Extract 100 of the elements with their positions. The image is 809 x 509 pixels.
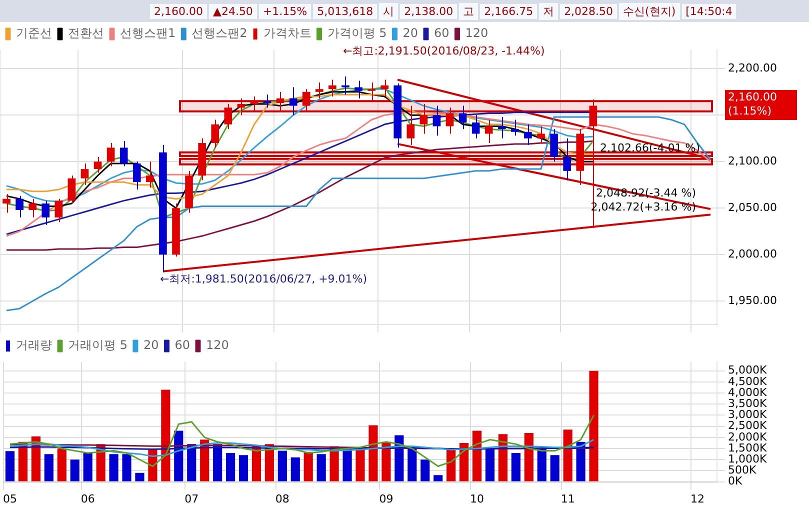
candlestick	[224, 103, 232, 130]
annotation: ←최저:1,981.50(2016/06/27, +9.01%)	[160, 272, 368, 286]
y-tick-label: 2,050.00	[728, 200, 777, 214]
bar	[356, 447, 365, 482]
candlestick	[550, 128, 558, 162]
y-tick-label: 1,500K	[728, 441, 768, 454]
legend-label: 가격이평 5	[327, 26, 387, 40]
bar	[122, 454, 132, 482]
bar	[485, 448, 495, 482]
candlestick	[250, 96, 258, 111]
text: 2,028.50	[560, 4, 618, 18]
text: 2,160.00	[154, 4, 203, 18]
y-tick-label: 3,000K	[728, 408, 768, 422]
y-tick-label: 2,100.00	[728, 154, 777, 168]
bar	[459, 442, 469, 482]
y-tick-label: 1,950.00	[728, 294, 777, 308]
x-tick-label: 07	[184, 492, 199, 506]
bar	[408, 446, 417, 482]
legend-label: 120	[206, 338, 229, 352]
candlestick	[368, 82, 376, 102]
bar	[83, 452, 92, 482]
y-tick-label: 3,500K	[728, 397, 768, 410]
bar	[304, 452, 313, 482]
text: [14:50:4	[682, 4, 736, 18]
text: 2,138.00	[400, 4, 458, 18]
candlestick	[537, 126, 545, 144]
candlestick	[263, 94, 272, 108]
legend-label: 60	[174, 338, 190, 352]
bar	[57, 448, 66, 482]
text: 2,160.00	[728, 90, 777, 104]
candlestick	[315, 82, 324, 99]
legend-label: 가격차트	[263, 26, 312, 40]
candlestick	[354, 80, 362, 99]
legend-label: 거래이평 5	[68, 338, 128, 352]
y-tick-label: 4,000K	[728, 386, 768, 399]
bar	[420, 460, 430, 482]
bar	[109, 454, 118, 482]
legend-label: 기준선	[16, 26, 52, 40]
bar	[511, 452, 520, 482]
bar	[537, 448, 546, 482]
annotation: ←최고:2,191.50(2016/08/23, -1.44%)	[343, 44, 545, 58]
text: 2,166.75	[480, 4, 538, 18]
bar	[472, 430, 482, 482]
y-tick-label: 0K	[728, 474, 743, 488]
legend-label: 60	[434, 26, 450, 40]
y-tick-label: 500K	[728, 464, 757, 477]
x-tick-label: 10	[470, 492, 484, 506]
text: 시	[379, 2, 398, 20]
bar	[589, 370, 598, 482]
text: 저	[539, 2, 558, 20]
y-tick-label: 2,000K	[728, 430, 768, 444]
text: 5,013,618	[313, 4, 378, 18]
bar	[187, 444, 196, 482]
bar	[70, 460, 80, 482]
candlestick	[511, 119, 519, 136]
bar	[342, 448, 352, 482]
legend-label: 20	[143, 338, 159, 352]
legend-label: 20	[402, 26, 418, 40]
bar	[213, 444, 222, 482]
candlestick	[406, 105, 415, 146]
y-tick-label: 5,000K	[728, 364, 768, 377]
text: (1.15%)	[728, 104, 772, 118]
y-tick-label: 2,500K	[728, 419, 768, 432]
y-tick-label: 2,000.00	[728, 247, 777, 260]
bar	[550, 455, 560, 482]
y-tick-label: 1,000K	[728, 452, 768, 466]
bar	[434, 475, 443, 482]
x-tick-label: 09	[379, 492, 394, 506]
x-tick-label: 06	[80, 492, 95, 506]
bar	[316, 454, 326, 482]
candlestick	[576, 128, 584, 186]
text: ▲24.50	[208, 4, 257, 18]
text: 수신(현지)	[619, 2, 680, 20]
bar	[200, 440, 210, 482]
text: 고	[459, 2, 478, 20]
candlestick	[42, 200, 50, 226]
legend-label: 선행스팬2	[192, 26, 248, 40]
bar	[576, 442, 586, 482]
bar	[290, 457, 300, 482]
bar	[135, 472, 144, 482]
legend-label: 120	[465, 26, 488, 40]
bar	[563, 430, 572, 482]
x-tick-label: 05	[3, 492, 17, 506]
x-tick-label: 11	[560, 492, 575, 506]
bar	[161, 390, 170, 482]
candlestick	[120, 140, 128, 167]
legend-label: 선행스팬1	[120, 26, 176, 40]
bar	[238, 455, 248, 482]
bar	[44, 454, 54, 482]
candlestick	[302, 88, 310, 111]
text: +1.15%	[258, 4, 312, 18]
bar	[498, 434, 508, 482]
bar	[278, 450, 287, 482]
bar	[5, 451, 15, 482]
bar	[226, 452, 236, 482]
legend-label: 거래량	[16, 338, 52, 352]
legend-label: 전환선	[68, 26, 104, 40]
candlestick	[563, 138, 571, 181]
bar	[368, 425, 378, 482]
x-tick-label: 12	[690, 492, 705, 506]
